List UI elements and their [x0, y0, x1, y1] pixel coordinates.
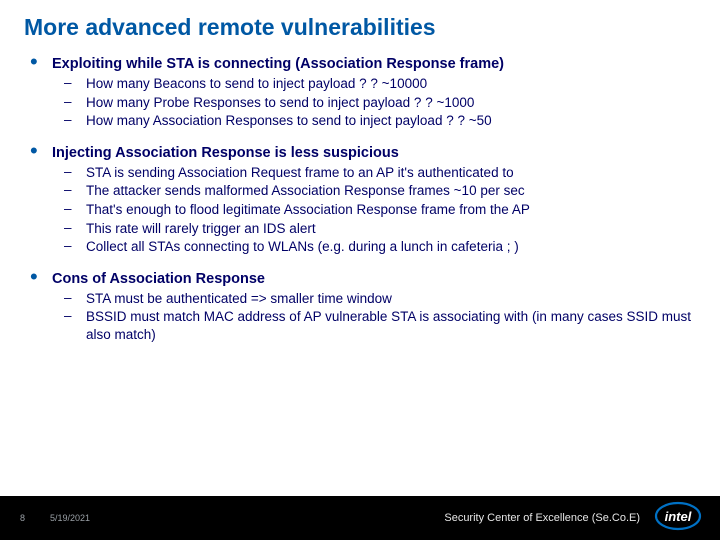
bullet-1: • Exploiting while STA is connecting (As…	[30, 55, 696, 73]
bullet-dot-icon: •	[30, 270, 52, 284]
sub-item: – That's enough to flood legitimate Asso…	[64, 201, 696, 219]
dash-icon: –	[64, 164, 86, 179]
sub-text: Collect all STAs connecting to WLANs (e.…	[86, 238, 519, 256]
footer-date: 5/19/2021	[50, 513, 90, 523]
sub-text: How many Probe Responses to send to inje…	[86, 94, 474, 112]
bullet-3-sublist: – STA must be authenticated => smaller t…	[64, 290, 696, 344]
sub-text: That's enough to flood legitimate Associ…	[86, 201, 530, 219]
dash-icon: –	[64, 290, 86, 305]
sub-text: The attacker sends malformed Association…	[86, 182, 525, 200]
sub-item: – How many Beacons to send to inject pay…	[64, 75, 696, 93]
dash-icon: –	[64, 220, 86, 235]
sub-item: – The attacker sends malformed Associati…	[64, 182, 696, 200]
sub-item: – STA must be authenticated => smaller t…	[64, 290, 696, 308]
svg-text:intel: intel	[665, 509, 692, 524]
footer-org: Security Center of Excellence (Se.Co.E)	[444, 512, 640, 524]
bullet-1-heading: Exploiting while STA is connecting (Asso…	[52, 55, 504, 73]
sub-text: STA is sending Association Request frame…	[86, 164, 514, 182]
bullet-3-heading: Cons of Association Response	[52, 270, 265, 288]
dash-icon: –	[64, 308, 86, 323]
sub-text: How many Beacons to send to inject paylo…	[86, 75, 427, 93]
dash-icon: –	[64, 201, 86, 216]
bullet-dot-icon: •	[30, 144, 52, 158]
sub-item: – BSSID must match MAC address of AP vul…	[64, 308, 696, 343]
sub-text: This rate will rarely trigger an IDS ale…	[86, 220, 316, 238]
sub-item: – Collect all STAs connecting to WLANs (…	[64, 238, 696, 256]
sub-text: How many Association Responses to send t…	[86, 112, 492, 130]
slide-title: More advanced remote vulnerabilities	[24, 14, 696, 41]
dash-icon: –	[64, 94, 86, 109]
content-area: • Exploiting while STA is connecting (As…	[24, 55, 696, 343]
page-number: 8	[20, 513, 34, 523]
dash-icon: –	[64, 112, 86, 127]
bullet-dot-icon: •	[30, 55, 52, 69]
sub-item: – How many Probe Responses to send to in…	[64, 94, 696, 112]
dash-icon: –	[64, 182, 86, 197]
sub-text: STA must be authenticated => smaller tim…	[86, 290, 392, 308]
dash-icon: –	[64, 75, 86, 90]
dash-icon: –	[64, 238, 86, 253]
bullet-1-sublist: – How many Beacons to send to inject pay…	[64, 75, 696, 130]
sub-text: BSSID must match MAC address of AP vulne…	[86, 308, 696, 343]
sub-item: – STA is sending Association Request fra…	[64, 164, 696, 182]
bullet-2: • Injecting Association Response is less…	[30, 144, 696, 162]
sub-item: – This rate will rarely trigger an IDS a…	[64, 220, 696, 238]
bullet-3: • Cons of Association Response	[30, 270, 696, 288]
bullet-2-sublist: – STA is sending Association Request fra…	[64, 164, 696, 256]
bullet-2-heading: Injecting Association Response is less s…	[52, 144, 399, 162]
footer-bar: 8 5/19/2021 Security Center of Excellenc…	[0, 496, 720, 540]
intel-logo-icon: intel	[654, 500, 702, 537]
sub-item: – How many Association Responses to send…	[64, 112, 696, 130]
